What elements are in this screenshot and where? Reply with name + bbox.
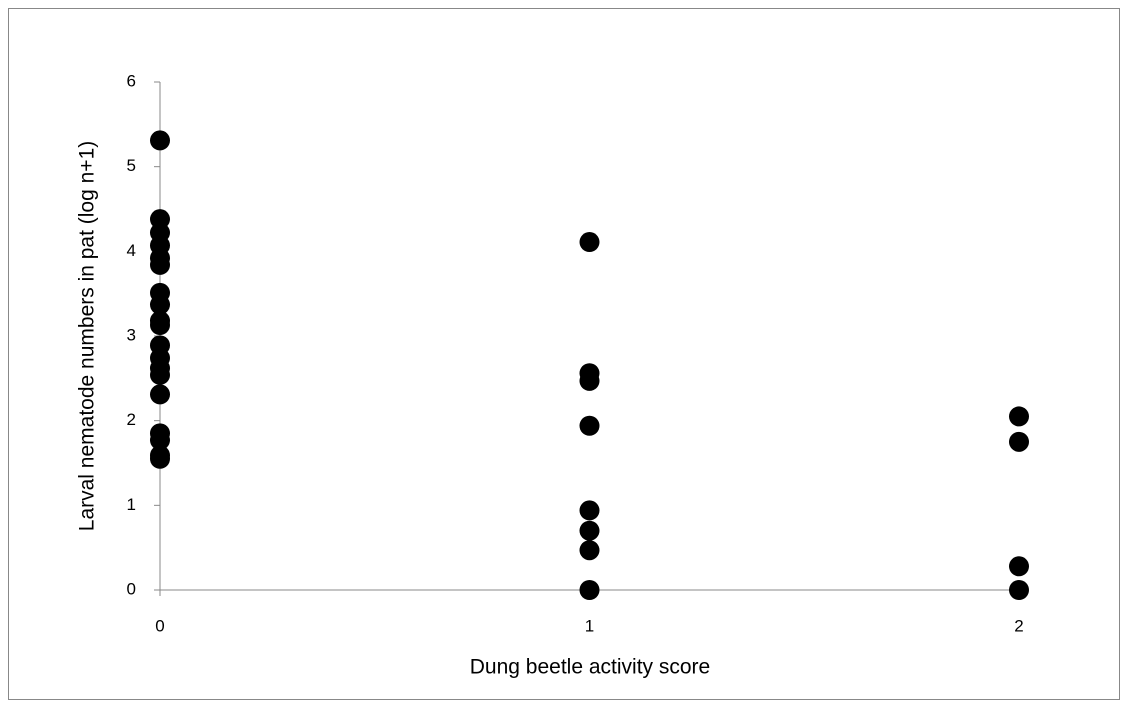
- y-tick-label: 1: [127, 495, 136, 514]
- point: [579, 500, 600, 521]
- point: [1009, 406, 1029, 427]
- point: [579, 580, 600, 600]
- point: [150, 448, 170, 469]
- point: [579, 232, 600, 253]
- point: [579, 540, 600, 561]
- point: [150, 294, 170, 315]
- x-tick-label: 1: [585, 616, 594, 635]
- point: [1009, 580, 1029, 600]
- point: [150, 130, 170, 151]
- x-axis-title: Dung beetle activity score: [470, 656, 710, 679]
- point: [150, 314, 170, 335]
- y-axis-title: Larval nematode numbers in pat (log n+1): [76, 141, 99, 531]
- chart-border: [8, 8, 1120, 700]
- point: [150, 254, 170, 275]
- x-tick-label: 2: [1014, 616, 1023, 635]
- point: [150, 364, 170, 385]
- y-tick-label: 4: [127, 241, 136, 260]
- point: [150, 430, 170, 451]
- y-tick-label: 5: [127, 156, 136, 175]
- y-tick-label: 3: [127, 325, 136, 344]
- point: [1009, 431, 1029, 452]
- y-tick-label: 6: [127, 71, 136, 90]
- point: [1009, 556, 1029, 577]
- point: [579, 520, 600, 541]
- y-tick-label: 2: [127, 410, 136, 429]
- point: [150, 384, 170, 405]
- y-tick-label: 0: [127, 579, 136, 598]
- point: [579, 370, 600, 391]
- x-tick-label: 0: [155, 616, 164, 635]
- point: [579, 415, 600, 436]
